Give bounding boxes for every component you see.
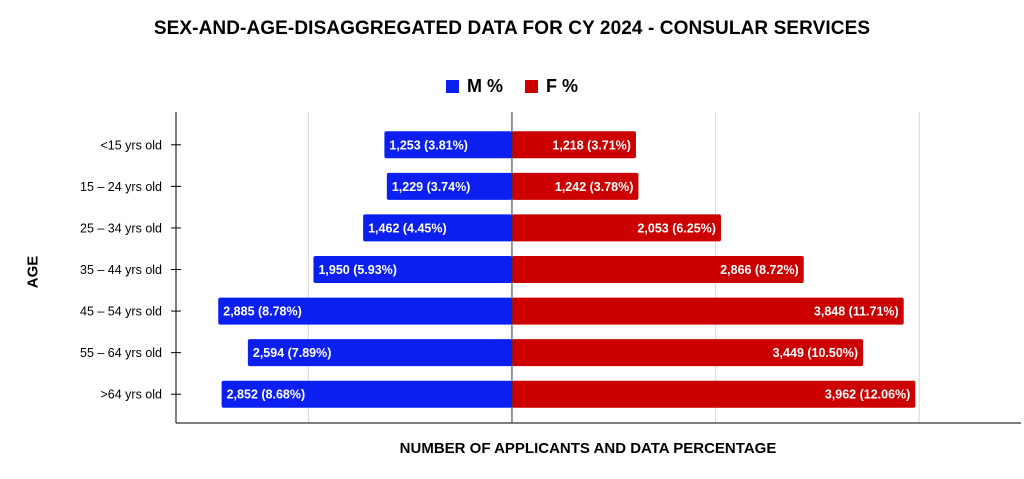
data-label-male: 1,229 (3.74%): [392, 180, 471, 194]
data-label-male: 1,950 (5.93%): [318, 263, 397, 277]
bar-female: [511, 256, 804, 283]
data-label-male: 2,594 (7.89%): [253, 346, 332, 360]
bar-male: [221, 380, 512, 408]
y-axis-title: AGE: [24, 255, 42, 289]
chart-title: SEX-AND-AGE-DISAGGREGATED DATA FOR CY 20…: [153, 18, 871, 39]
data-label-male: 1,462 (4.45%): [368, 221, 447, 235]
data-label-female: 3,848 (11.71%): [814, 305, 899, 319]
legend-swatch-male: [445, 80, 459, 93]
legend-item-female[interactable]: F %: [524, 76, 578, 97]
data-label-female: 1,218 (3.71%): [552, 138, 631, 152]
bar-female: [511, 297, 904, 325]
data-label-female: 1,242 (3.78%): [555, 180, 634, 194]
bar-male: [386, 172, 512, 200]
data-label-female: 2,866 (8.72%): [720, 263, 799, 277]
y-tick-label: 35 – 44 yrs old: [80, 263, 162, 277]
bar-male: [363, 214, 512, 242]
bar-female: [511, 131, 636, 159]
bar-female: [511, 214, 721, 242]
bar-male: [384, 131, 512, 159]
data-label-male: 1,253 (3.81%): [389, 138, 468, 152]
data-label-female: 2,053 (6.25%): [637, 221, 716, 235]
y-tick-label: 45 – 54 yrs old: [80, 305, 162, 319]
bar-female: [511, 172, 639, 200]
legend-label-male: M %: [466, 76, 503, 96]
y-tick-label: <15 yrs old: [101, 138, 163, 152]
legend-item-male[interactable]: M %: [445, 76, 503, 97]
y-tick-label: 15 – 24 yrs old: [80, 180, 162, 194]
legend-swatch-female: [524, 80, 538, 93]
y-tick-label: 25 – 34 yrs old: [80, 221, 162, 235]
bar-male: [218, 297, 512, 325]
bar-female: [511, 380, 916, 408]
data-label-female: 3,449 (10.50%): [773, 346, 858, 360]
legend-label-female: F %: [545, 76, 578, 96]
data-label-male: 2,885 (8.78%): [223, 305, 302, 319]
data-label-male: 2,852 (8.68%): [227, 388, 306, 402]
x-axis-title: NUMBER OF APPLICANTS AND DATA PERCENTAGE: [399, 440, 777, 457]
bar-male: [247, 339, 512, 367]
y-tick-label: 55 – 64 yrs old: [80, 346, 162, 360]
y-tick-label: >64 yrs old: [101, 388, 163, 402]
bar-female: [511, 339, 864, 367]
legend: M % F %: [0, 76, 1024, 97]
data-label-female: 3,962 (12.06%): [825, 388, 910, 402]
bar-male: [313, 256, 512, 283]
